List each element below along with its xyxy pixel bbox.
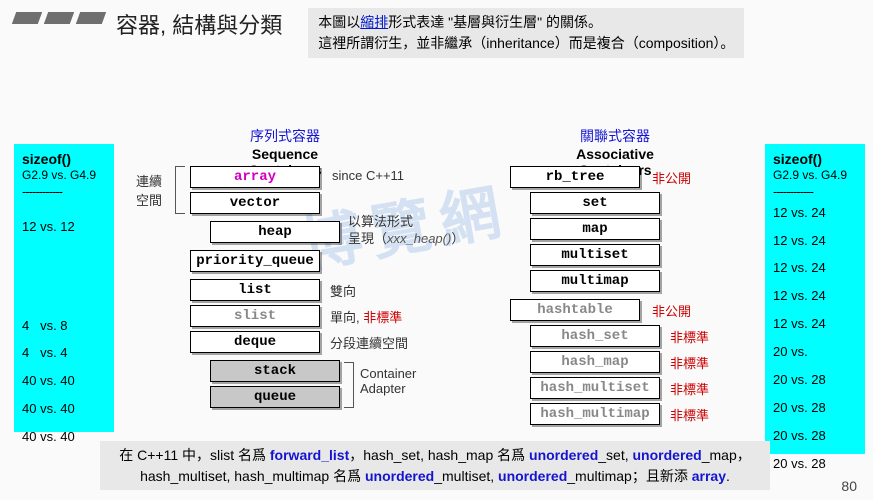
sizeof-row: 20 vs. 28 xyxy=(773,428,857,445)
box-queue: queue xyxy=(210,386,340,408)
page-number: 80 xyxy=(841,478,857,494)
box-list: list xyxy=(190,279,320,301)
desc-text: 形式表達 "基層與衍生層" 的關係。 xyxy=(388,14,602,30)
sizeof-row: 12 vs. 12 xyxy=(22,219,106,236)
box-pq: priority_queue xyxy=(190,250,320,272)
box-hashtable: hashtable xyxy=(510,299,640,321)
note-list-bi: 雙向 xyxy=(330,281,356,300)
sizeof-row: 20 vs. xyxy=(773,344,857,361)
bracket-icon xyxy=(175,166,185,214)
note-deque: 分段連續空間 xyxy=(330,333,408,352)
box-multimap: multimap xyxy=(530,270,660,292)
box-deque: deque xyxy=(190,331,320,353)
tag-nonstd: 非標準 xyxy=(670,353,709,372)
box-stack: stack xyxy=(210,360,340,382)
note-cont-space: 連續 空間 xyxy=(136,171,162,209)
logo-icon xyxy=(14,8,104,24)
sizeof-row: 4 vs. 4 xyxy=(22,345,106,362)
sizeof-row: 4 vs. 8 xyxy=(22,318,106,335)
box-array: array xyxy=(190,166,320,188)
note-since11: since C++11 xyxy=(332,168,404,183)
box-hashmultiset: hash_multiset xyxy=(530,377,660,399)
sizeof-row: 20 vs. 28 xyxy=(773,372,857,389)
tag-nonpublic: 非公開 xyxy=(652,301,691,320)
sizeof-row: 12 vs. 24 xyxy=(773,288,857,305)
tag-nonstd: 非標準 xyxy=(670,379,709,398)
footer-note: 在 C++11 中，slist 名爲 forward_list，hash_set… xyxy=(100,441,770,490)
box-heap: heap xyxy=(210,221,340,243)
box-hashmap: hash_map xyxy=(530,351,660,373)
box-vector: vector xyxy=(190,192,320,214)
box-set: set xyxy=(530,192,660,214)
sizeof-row: 12 vs. 24 xyxy=(773,233,857,250)
box-hashset: hash_set xyxy=(530,325,660,347)
box-slist: slist xyxy=(190,305,320,327)
description-box: 本圖以縮排形式表達 "基層與衍生層" 的關係。 這裡所謂衍生，並非繼承（inhe… xyxy=(308,8,744,58)
box-map: map xyxy=(530,218,660,240)
note-heap2: 呈現（xxx_heap()） xyxy=(348,228,464,247)
sizeof-row: 12 vs. 24 xyxy=(773,316,857,333)
sizeof-row: 20 vs. 28 xyxy=(773,400,857,417)
tag-nonpublic: 非公開 xyxy=(652,168,691,187)
tag-nonstd: 非標準 xyxy=(670,405,709,424)
note-slist: 單向, 非標準 xyxy=(330,307,402,326)
sizeof-row: 40 vs. 40 xyxy=(22,373,106,390)
bracket-icon xyxy=(344,362,354,408)
desc-text: 本圖以 xyxy=(318,14,360,30)
diagram: 序列式容器 Sequence Containers 關聯式容器 Associat… xyxy=(0,66,873,416)
box-hashmultimap: hash_multimap xyxy=(530,403,660,425)
sizeof-row: 12 vs. 24 xyxy=(773,205,857,222)
sizeof-row: 40 vs. 40 xyxy=(22,401,106,418)
desc-text: 這裡所謂衍生，並非繼承（inheritance）而是複合（composition… xyxy=(318,33,734,54)
sizeof-row: 40 vs. 40 xyxy=(22,429,106,446)
desc-underline: 縮排 xyxy=(360,14,388,30)
sizeof-row: 12 vs. 24 xyxy=(773,260,857,277)
box-multiset: multiset xyxy=(530,244,660,266)
header: 容器, 結構與分類 本圖以縮排形式表達 "基層與衍生層" 的關係。 這裡所謂衍生… xyxy=(0,0,873,58)
tag-nonstd: 非標準 xyxy=(670,327,709,346)
sizeof-left: sizeof() G2.9 vs. G4.9 ------------ 12 v… xyxy=(14,144,114,432)
page-title: 容器, 結構與分類 xyxy=(116,8,282,40)
box-rbtree: rb_tree xyxy=(510,166,640,188)
note-adapter: Container Adapter xyxy=(360,366,416,396)
sizeof-right: sizeof() G2.9 vs. G4.9 ------------ 12 v… xyxy=(765,144,865,454)
sizeof-row: 20 vs. 28 xyxy=(773,456,857,473)
